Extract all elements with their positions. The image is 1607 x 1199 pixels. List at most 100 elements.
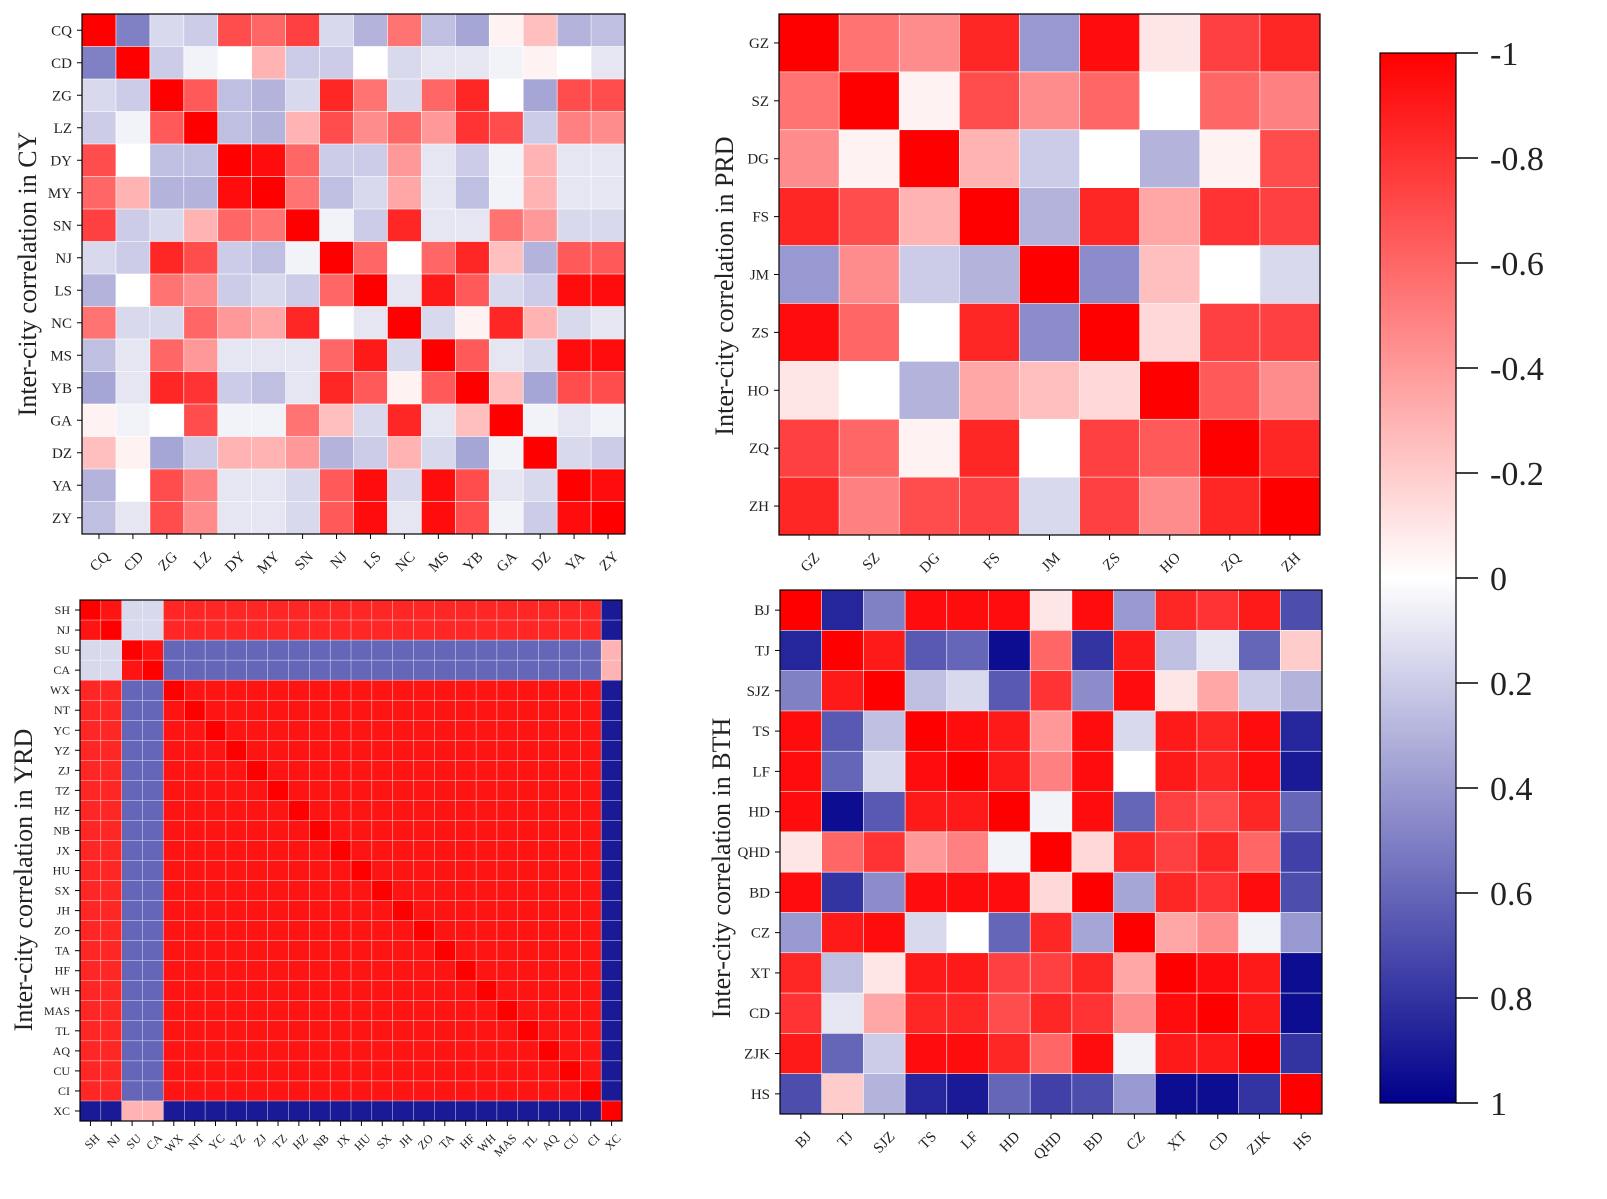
cell-bth-QHD-CZ: [1113, 831, 1156, 873]
cell-cy-CQ-ZY: [590, 13, 626, 48]
cell-yrd-TA-NT: [184, 940, 206, 962]
cell-yrd-TL-AQ: [538, 1020, 561, 1042]
cell-yrd-HZ-NB: [309, 800, 331, 822]
xtick-yrd-TL: TL: [520, 1131, 540, 1151]
cell-cy-MS-NC: [387, 338, 423, 373]
cell-cy-ZY-CQ: [81, 501, 117, 535]
cell-bth-CZ-SJZ: [863, 912, 906, 954]
cell-yrd-JX-SU: [121, 840, 144, 862]
cell-yrd-XC-NB: [309, 1100, 331, 1122]
ytick-cy-ZY: ZY: [52, 511, 72, 527]
cell-cy-YB-CQ: [81, 371, 117, 405]
cell-yrd-WH-ZO: [413, 980, 435, 1002]
cell-yrd-WH-AQ: [538, 980, 561, 1002]
cell-yrd-XC-YC: [204, 1100, 227, 1122]
ytick-prd-ZH: ZH: [749, 499, 769, 515]
cell-cy-YA-LZ: [183, 468, 219, 503]
cell-yrd-CI-CU: [559, 1080, 581, 1102]
cell-yrd-SX-SH: [79, 880, 102, 902]
cell-yrd-NB-SX: [371, 820, 394, 842]
cell-bth-CZ-TS: [904, 912, 948, 954]
cell-yrd-JX-ZJ: [246, 840, 269, 862]
cell-yrd-HU-YZ: [225, 860, 248, 882]
cell-yrd-HU-JX: [329, 860, 352, 882]
cell-cy-LS-YB: [455, 273, 490, 308]
cell-yrd-WX-MAS: [496, 679, 519, 701]
cell-cy-DY-GA: [488, 143, 524, 178]
cell-bth-BJ-QHD: [1029, 589, 1073, 632]
cell-cy-DZ-YB: [455, 436, 490, 470]
cell-yrd-NJ-WX: [163, 619, 185, 641]
cell-bth-ZJK-BD: [1071, 1033, 1115, 1075]
colorbar-tick-1: -0.8: [1490, 141, 1544, 178]
ytick-cy-DZ: DZ: [52, 446, 72, 462]
cell-yrd-NB-HU: [350, 820, 373, 842]
cell-yrd-NT-SU: [121, 699, 144, 721]
cell-prd-ZS-ZS: [1079, 303, 1141, 363]
cell-yrd-JH-SU: [121, 900, 144, 922]
cell-cy-DZ-MY: [251, 436, 287, 470]
cell-cy-LZ-MS: [421, 111, 457, 145]
cell-yrd-AQ-TL: [517, 1040, 540, 1062]
ytick-cy-MS: MS: [50, 348, 72, 364]
cell-cy-LS-DY: [217, 273, 253, 308]
cell-yrd-MAS-TA: [434, 1000, 456, 1022]
cell-yrd-JH-TZ: [267, 900, 290, 922]
cell-bth-HD-SJZ: [863, 791, 906, 833]
cell-yrd-TZ-HZ: [288, 780, 310, 801]
cell-yrd-CI-TA: [434, 1080, 456, 1102]
cell-yrd-NJ-YC: [204, 619, 227, 641]
cell-yrd-HZ-HF: [455, 800, 477, 822]
cell-yrd-HF-HZ: [288, 960, 310, 982]
cell-yrd-WX-CI: [580, 679, 602, 701]
cell-yrd-WX-ZJ: [246, 679, 269, 701]
cell-bth-ZJK-SJZ: [863, 1033, 906, 1075]
cell-yrd-CU-ZO: [413, 1060, 435, 1082]
cell-yrd-SH-WH: [475, 599, 498, 621]
xtick-yrd-TZ: TZ: [270, 1131, 290, 1151]
cell-yrd-HZ-ZO: [413, 800, 435, 822]
xtick-yrd-NB: NB: [310, 1131, 332, 1153]
cell-yrd-HZ-HZ: [288, 800, 310, 822]
cell-yrd-SH-ZJ: [246, 599, 269, 621]
cell-yrd-ZO-XC: [600, 920, 623, 942]
cell-yrd-YZ-TL: [517, 740, 540, 761]
cell-cy-YB-LZ: [183, 371, 219, 405]
cell-yrd-WH-CU: [559, 980, 581, 1002]
cell-bth-CZ-BD: [1071, 912, 1115, 954]
cell-yrd-HZ-JH: [392, 800, 415, 822]
cell-yrd-ZO-YC: [204, 920, 227, 942]
cell-yrd-TA-ZJ: [246, 940, 269, 962]
cell-cy-NJ-YB: [455, 241, 490, 275]
cell-yrd-HU-TZ: [267, 860, 290, 882]
cell-yrd-SX-AQ: [538, 880, 561, 902]
cell-cy-CD-MY: [251, 46, 287, 80]
cell-yrd-YC-HZ: [288, 720, 310, 741]
cell-yrd-NB-YC: [204, 820, 227, 842]
cell-yrd-YC-AQ: [538, 720, 561, 741]
cell-yrd-JX-TZ: [267, 840, 290, 862]
cell-bth-HD-QHD: [1029, 791, 1073, 833]
cell-yrd-SX-SX: [371, 880, 394, 902]
cell-yrd-TZ-SH: [79, 780, 102, 801]
cell-yrd-JH-WH: [475, 900, 498, 922]
cell-yrd-CU-YZ: [225, 1060, 248, 1082]
cell-yrd-HZ-TA: [434, 800, 456, 822]
cell-cy-MS-CQ: [81, 338, 117, 373]
cell-yrd-AQ-SU: [121, 1040, 144, 1062]
cell-bth-SJZ-HS: [1280, 670, 1323, 712]
cell-cy-NC-ZY: [590, 306, 626, 340]
cell-cy-GA-YA: [556, 403, 592, 438]
cell-prd-ZQ-GZ: [778, 418, 840, 478]
cell-cy-CD-GA: [488, 46, 524, 80]
cell-yrd-HF-CA: [142, 960, 164, 982]
cell-bth-QHD-LF: [946, 831, 990, 873]
cell-cy-CQ-SN: [285, 13, 321, 48]
cell-yrd-NJ-TL: [517, 619, 540, 641]
cell-yrd-SX-CI: [580, 880, 602, 902]
cell-yrd-XC-HZ: [288, 1100, 310, 1122]
cell-cy-NJ-LS: [353, 241, 389, 275]
xtick-prd-ZH: ZH: [1279, 550, 1305, 576]
cell-bth-TJ-HS: [1280, 630, 1323, 672]
cell-cy-SN-ZY: [590, 208, 626, 243]
